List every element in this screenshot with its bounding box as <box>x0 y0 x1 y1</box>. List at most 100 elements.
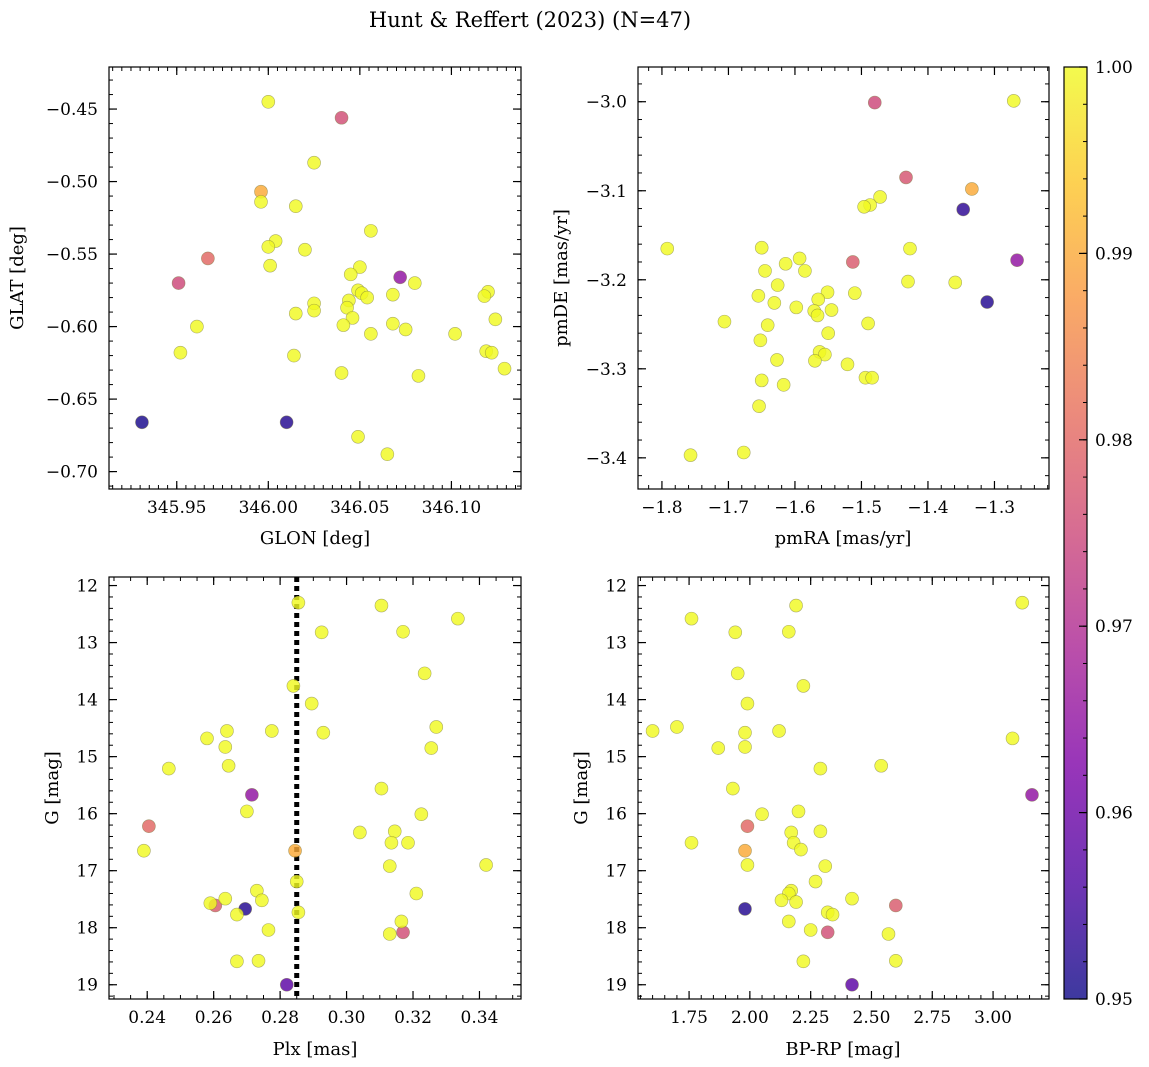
data-point <box>218 740 233 754</box>
data-point <box>754 240 769 255</box>
data-point <box>417 666 432 681</box>
data-point <box>353 825 367 840</box>
data-point <box>980 295 994 309</box>
data-point <box>314 625 329 640</box>
scatter-points <box>135 95 512 461</box>
data-point <box>684 611 699 626</box>
data-point <box>803 923 818 937</box>
data-point <box>730 666 745 681</box>
data-point <box>497 361 512 376</box>
data-point <box>261 95 276 109</box>
data-point <box>360 290 374 305</box>
data-point <box>429 720 444 734</box>
data-point <box>382 859 397 873</box>
data-point <box>781 624 796 639</box>
data-point <box>845 977 859 992</box>
data-point <box>251 953 266 968</box>
data-point <box>770 353 784 367</box>
data-point <box>384 835 399 850</box>
data-point <box>848 286 862 300</box>
x-tick-label: 345.95 <box>147 498 206 518</box>
x-tick-label: −1.7 <box>708 498 749 518</box>
data-point <box>200 731 214 746</box>
x-tick-label: 1.75 <box>670 1008 708 1028</box>
data-point <box>220 724 234 738</box>
data-point <box>289 874 304 889</box>
data-point <box>670 720 684 734</box>
y-tick-label: −0.50 <box>46 173 98 193</box>
data-point <box>288 306 303 321</box>
panel-pmra-pmde: −1.8 −1.7 −1.6 −1.5 −1.4 −1.3 −3.4 −3.3 −3.2 −3.1… <box>551 66 1050 549</box>
panel-glon-glat: 345.95 346.00 346.05 346.10 −0.70 −0.65 −0.60 −… <box>7 66 522 549</box>
y-tick-label: 16 <box>605 805 627 825</box>
data-point <box>861 316 875 331</box>
data-point <box>867 95 882 110</box>
data-point <box>414 807 429 822</box>
data-point <box>162 761 176 776</box>
y-tick-label: 14 <box>76 691 98 711</box>
x-axis-label: BP-RP [mag] <box>785 1039 900 1060</box>
colorbar-ticks: 0.95 0.96 0.97 0.98 0.99 1.00 <box>1079 58 1133 1010</box>
y-tick-label: 16 <box>76 805 98 825</box>
colorbar-tick-label: 0.95 <box>1095 990 1133 1010</box>
data-point <box>394 914 409 929</box>
colorbar-tick-label: 0.99 <box>1095 244 1133 264</box>
y-tick-label: −3.4 <box>586 449 627 469</box>
y-axis-label: pmDE [mas/yr] <box>551 209 572 347</box>
data-point <box>888 953 903 968</box>
data-point <box>818 859 833 873</box>
y-tick-label: 15 <box>76 748 98 768</box>
data-point <box>660 241 675 256</box>
data-point <box>382 927 397 941</box>
colorbar-frame <box>1063 66 1088 1000</box>
data-point <box>820 925 835 940</box>
data-point <box>374 781 389 796</box>
data-point <box>738 740 752 754</box>
ticks: 345.95 346.00 346.05 346.10 −0.70 −0.65 −0.60 −… <box>46 67 521 518</box>
data-point <box>791 804 806 819</box>
data-point <box>218 891 233 906</box>
data-point <box>796 954 811 969</box>
data-point <box>374 598 389 613</box>
data-point <box>740 858 755 872</box>
data-point <box>411 369 426 383</box>
data-point <box>1010 253 1024 267</box>
data-point <box>740 819 755 834</box>
panel-bprp-g: 1.75 2.00 2.25 2.50 2.75 3.00 12 13 14 15 16 17 18 19… <box>571 576 1050 1060</box>
data-point <box>813 824 828 839</box>
colorbar: 0.95 0.96 0.97 0.98 0.99 1.00 <box>1063 58 1133 1010</box>
data-point <box>820 285 835 300</box>
data-point <box>873 190 887 204</box>
ticks: −1.8 −1.7 −1.6 −1.5 −1.4 −1.3 −3.4 −3.3 −3.2 −3.1… <box>586 67 1049 518</box>
ticks: 0.24 0.26 0.28 0.30 0.32 0.34 12 13 14 15 16 17 18 19 <box>76 577 521 1028</box>
data-point <box>789 598 803 613</box>
colorbar-tick-label: 0.97 <box>1095 617 1133 637</box>
colorbar-tick-label: 0.96 <box>1095 804 1133 824</box>
data-point <box>291 595 306 610</box>
data-point <box>874 758 888 773</box>
data-point <box>316 725 331 740</box>
data-point <box>767 296 782 310</box>
x-tick-label: 0.30 <box>328 1008 366 1028</box>
data-point <box>818 347 832 362</box>
data-point <box>965 182 979 196</box>
data-point <box>888 898 903 913</box>
y-tick-label: 12 <box>76 577 98 597</box>
data-point <box>488 312 503 327</box>
data-point <box>451 611 465 626</box>
data-point <box>736 445 751 460</box>
data-point <box>393 270 407 285</box>
data-point <box>821 326 836 340</box>
x-tick-label: 3.00 <box>974 1008 1012 1028</box>
axes-frame <box>637 576 1050 1000</box>
y-tick-label: −0.70 <box>46 463 98 483</box>
data-point <box>808 353 822 368</box>
data-point <box>230 907 244 922</box>
data-point <box>711 741 726 755</box>
x-tick-label: 0.24 <box>128 1008 166 1028</box>
data-point <box>956 202 971 217</box>
data-point <box>448 327 462 341</box>
data-point <box>778 256 793 271</box>
data-point <box>336 318 351 332</box>
data-point <box>811 292 826 307</box>
